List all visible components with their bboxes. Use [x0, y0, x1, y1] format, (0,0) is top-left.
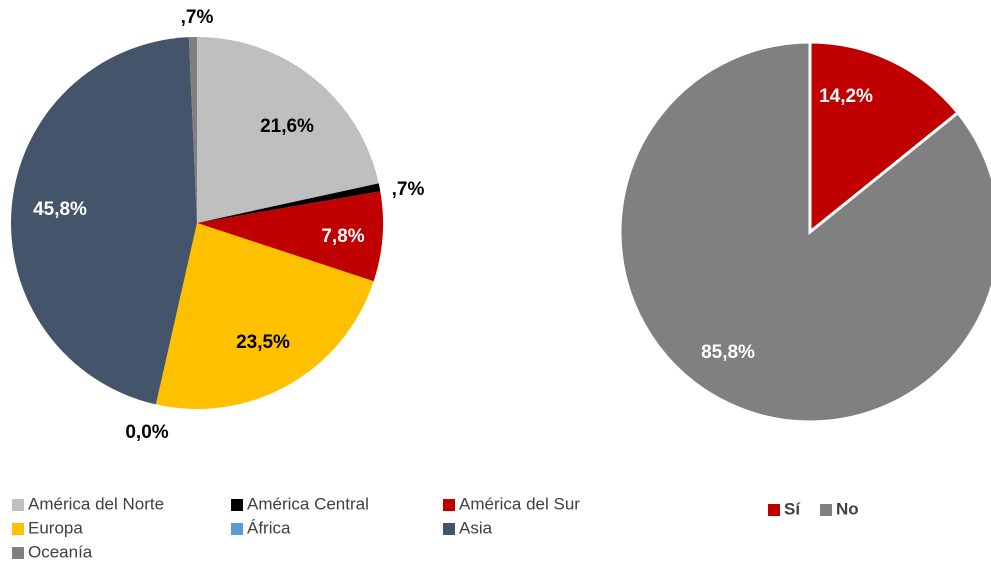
legend-label: América del Norte [28, 494, 164, 513]
pie-slice [618, 40, 991, 424]
legend-label: Europa [28, 518, 83, 537]
pie-slice [197, 37, 379, 223]
legend-label: América del Sur [459, 494, 580, 513]
data-label: ,7% [392, 179, 425, 200]
data-label: 7,8% [321, 226, 364, 247]
legend-label: América Central [247, 494, 369, 513]
legend-label: Oceanía [28, 542, 93, 561]
pie-slice [11, 37, 198, 405]
data-label: 0,0% [125, 422, 168, 443]
legend-label: Sí [784, 499, 801, 518]
data-label: 23,5% [236, 332, 290, 353]
legend-label: Asia [459, 518, 493, 537]
legend-swatch [12, 499, 24, 511]
legend-label: África [247, 518, 291, 537]
legend-label: No [836, 499, 859, 518]
pie-slice [155, 223, 374, 409]
pie-slice [188, 37, 197, 223]
data-label: 14,2% [819, 86, 873, 107]
legend-swatch [443, 523, 455, 535]
data-label: 45,8% [33, 199, 87, 220]
data-label: 21,6% [260, 116, 314, 137]
legend-swatch [231, 499, 243, 511]
pie-slice [197, 191, 383, 282]
pie-slice [808, 40, 961, 236]
data-label: 85,8% [701, 342, 755, 363]
legend-swatch [231, 523, 243, 535]
legend-swatch [12, 523, 24, 535]
legend-swatch [12, 547, 24, 559]
data-label: ,7% [181, 7, 214, 28]
legend-swatch [820, 504, 832, 516]
legend-swatch [768, 504, 780, 516]
legend-swatch [443, 499, 455, 511]
pie-slice [197, 183, 381, 223]
